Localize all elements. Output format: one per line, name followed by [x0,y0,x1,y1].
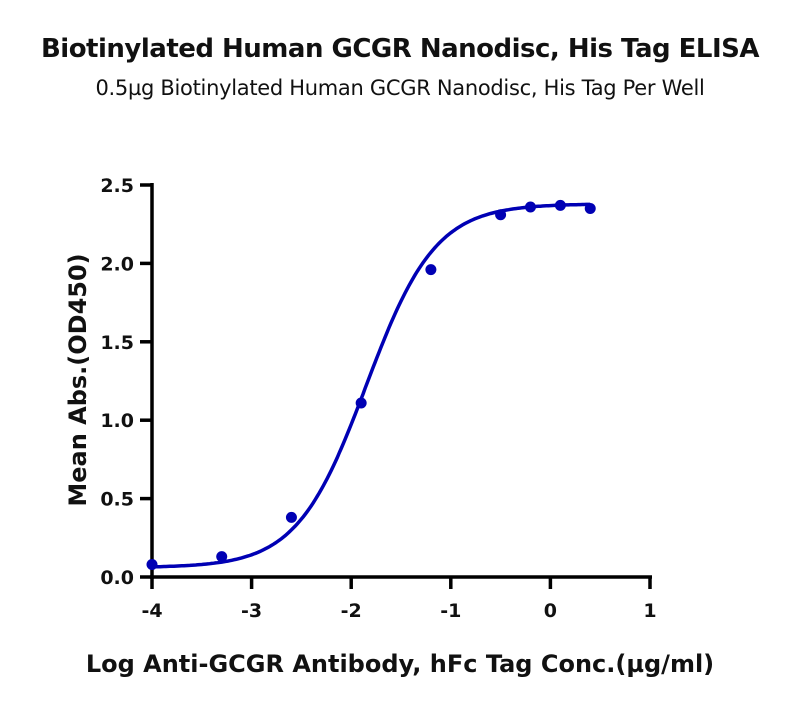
y-tick-label: 0.0 [100,567,134,589]
data-point [355,397,367,409]
y-tick-label: 2.0 [100,253,134,275]
chart-subtitle: 0.5µg Biotinylated Human GCGR Nanodisc, … [95,76,705,100]
x-tick-label: -3 [241,600,262,622]
y-tick-label: 0.5 [100,489,134,511]
data-point [524,201,536,213]
x-tick-label: -2 [341,600,362,622]
data-point [216,551,228,563]
x-tick-label: 1 [643,600,656,622]
chart-title: Biotinylated Human GCGR Nanodisc, His Ta… [40,34,760,64]
x-tick-label: 0 [544,600,557,622]
data-point [146,558,158,570]
fit-curve [152,202,591,569]
x-tick-label: -1 [440,600,461,622]
x-axis-title: Log Anti-GCGR Antibody, hFc Tag Conc.(µg… [86,650,714,678]
data-point [584,203,596,215]
x-tick-label: -4 [141,600,162,622]
axes: -4 -3 -2 -1 0 1 0.0 0.5 1.0 1.5 2.0 2.5 [100,175,656,622]
y-tick-label: 1.5 [100,332,134,354]
y-axis-title: Mean Abs.(OD450) [64,253,92,506]
data-points [146,199,596,570]
data-point [554,199,566,211]
y-tick-label: 1.0 [100,410,134,432]
data-point [495,209,507,221]
data-point [425,264,437,276]
y-tick-label: 2.5 [100,175,134,197]
data-point [285,511,297,523]
